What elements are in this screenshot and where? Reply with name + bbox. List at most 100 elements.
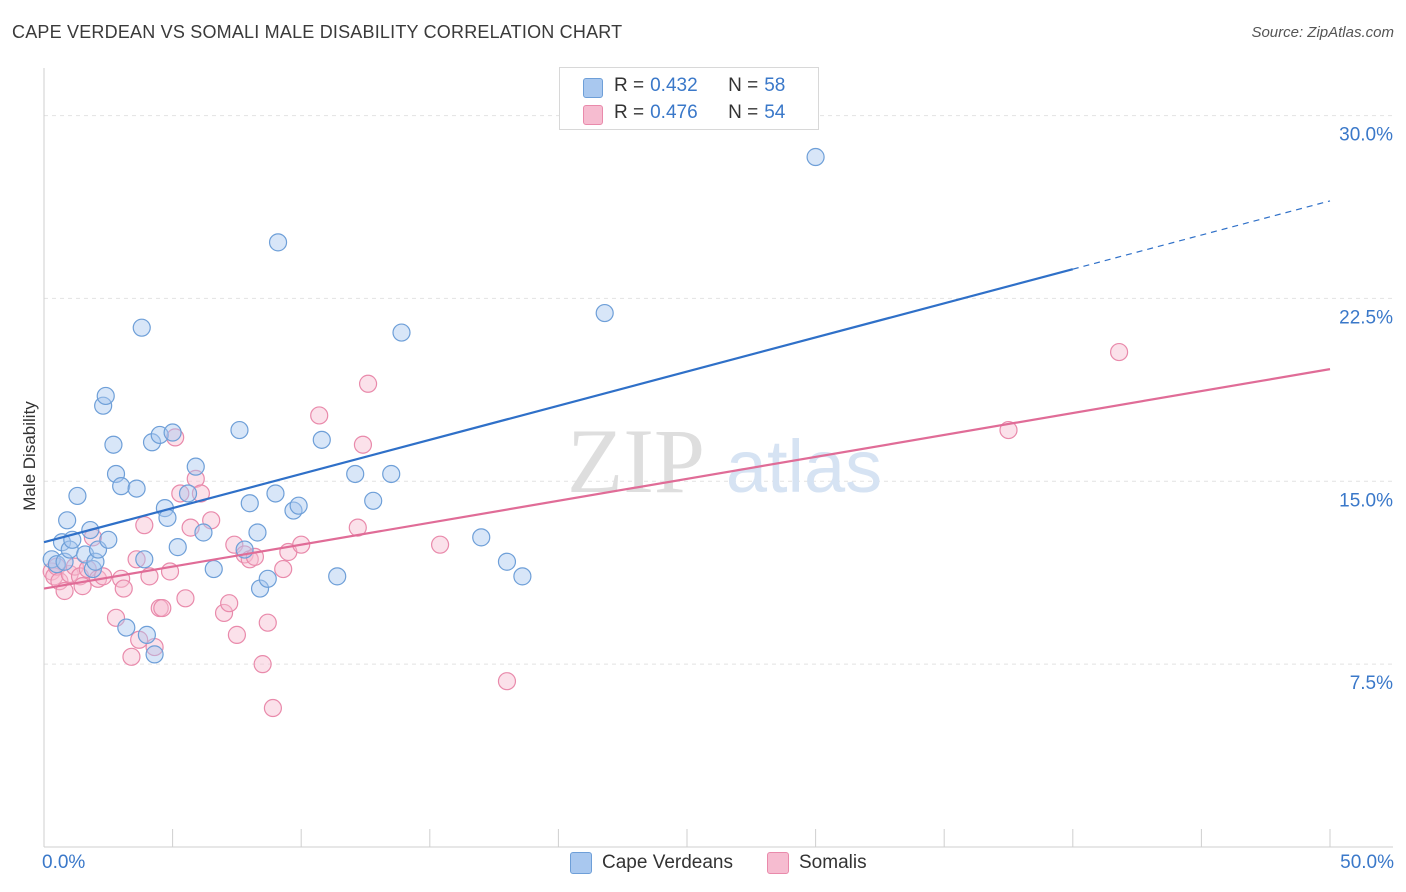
y-tick-label: 30.0% (1339, 125, 1393, 146)
cape-verdean-point (250, 579, 270, 598)
watermark-atlas: atlas (726, 425, 882, 508)
somali-point (1109, 342, 1129, 362)
r-value: 0.432 (650, 75, 698, 96)
legend-label-cape-verdeans: Cape Verdeans (602, 852, 733, 873)
somali-point (353, 435, 373, 454)
somali-point (153, 598, 172, 618)
somali-point (274, 559, 293, 579)
legend-item-somalis: Somalis (767, 852, 867, 874)
r-label: R = (614, 75, 645, 96)
legend-row-somalis: R = 0.476 N = 54 (583, 101, 786, 125)
cape-verdean-point (178, 484, 198, 503)
legend-item-cape-verdeans: Cape Verdeans (570, 852, 733, 874)
cape-verdean-point (145, 645, 164, 664)
cape-verdean-point (112, 477, 131, 496)
n-label: N = (728, 102, 759, 123)
cape-verdean-point (497, 552, 517, 571)
pink-swatch (583, 105, 603, 125)
somali-point (220, 594, 239, 613)
somali-point (127, 550, 146, 569)
y-tick-label: 7.5% (1350, 673, 1393, 694)
trend-lines (43, 200, 1331, 590)
somali-point (171, 484, 190, 503)
y-tick-label: 22.5% (1339, 307, 1393, 328)
cape-verdean-point (194, 523, 213, 542)
cape-verdean-point (240, 494, 259, 513)
cape-verdean-point (472, 528, 491, 547)
cape-verdean-point (312, 430, 331, 449)
cape-verdean-point (806, 147, 825, 167)
somali-point (999, 420, 1018, 440)
cape-verdean-point (328, 567, 347, 586)
somali-point (310, 406, 329, 425)
cape-verdean-point (364, 491, 383, 510)
r-value: 0.476 (650, 102, 698, 123)
cape-verdean-point (117, 618, 136, 637)
cape-verdean-point (595, 303, 614, 323)
cape-verdean-point (284, 501, 303, 520)
somali-point (258, 613, 277, 632)
somali-point (176, 589, 195, 608)
somali-point (214, 603, 234, 623)
somali-trend-line (43, 368, 1331, 590)
cape-verdean-trend-line (43, 268, 1074, 544)
chart-title: CAPE VERDEAN VS SOMALI MALE DISABILITY C… (12, 22, 623, 42)
somali-point (358, 374, 378, 393)
pink-swatch (767, 852, 789, 874)
cape-verdean-point (68, 486, 87, 506)
cape-verdean-point (266, 484, 285, 503)
cape-verdean-points (42, 147, 825, 664)
cape-verdean-point (204, 559, 223, 579)
y-tick-label: 15.0% (1339, 490, 1393, 511)
source-attribution: Source: ZipAtlas.com (1251, 24, 1394, 41)
cape-verdean-point (83, 559, 102, 579)
y-tick-labels: 7.5% 15.0% 22.5% 30.0% (1339, 125, 1393, 695)
somali-point (497, 672, 517, 691)
cape-verdean-point (99, 530, 118, 549)
axes (43, 68, 1393, 848)
somali-point (253, 655, 272, 674)
cape-verdean-point (96, 386, 115, 406)
somali-point (263, 698, 283, 718)
somali-point (227, 625, 246, 644)
somali-point (166, 428, 185, 447)
somali-point (122, 647, 141, 666)
cape-verdean-point (346, 464, 365, 484)
somali-point (114, 579, 133, 598)
somali-point (430, 535, 450, 554)
n-value: 54 (764, 102, 786, 123)
legend-row-cape-verdeans: R = 0.432 N = 58 (583, 74, 786, 98)
cape-verdean-point (104, 435, 123, 454)
blue-swatch (583, 78, 603, 98)
legend-label-somalis: Somalis (799, 852, 867, 873)
n-label: N = (728, 75, 759, 96)
watermark: ZIP atlas (567, 410, 882, 512)
cape-verdean-point (168, 538, 187, 557)
cape-verdean-point (127, 479, 146, 498)
cape-verdean-point (248, 523, 267, 542)
cape-verdean-point (513, 567, 532, 586)
n-value: 58 (764, 75, 786, 96)
cape-verdean-point (135, 550, 154, 569)
cape-verdean-point (258, 569, 277, 588)
cape-verdean-point (132, 318, 151, 337)
cape-verdean-point (382, 464, 401, 484)
cape-verdean-point (230, 420, 249, 440)
cape-verdean-trend-extension (1072, 200, 1331, 270)
cape-verdean-point (137, 625, 156, 644)
gridlines (44, 115, 1393, 665)
r-label: R = (614, 102, 645, 123)
cape-verdean-point (268, 233, 288, 252)
x-tick-label-max: 50.0% (1340, 852, 1394, 873)
correlation-legend: R = 0.432 N = 58 R = 0.476 N = 54 (559, 67, 819, 130)
somali-point (135, 516, 154, 535)
cape-verdean-point (186, 457, 205, 476)
somali-point (191, 484, 210, 503)
blue-swatch (570, 852, 592, 874)
cape-verdean-point (289, 496, 308, 515)
x-tick-label-min: 0.0% (42, 852, 86, 873)
series-legend: Cape Verdeans Somalis (0, 852, 1406, 876)
cape-verdean-point (392, 323, 411, 342)
cape-verdean-point (58, 511, 77, 530)
